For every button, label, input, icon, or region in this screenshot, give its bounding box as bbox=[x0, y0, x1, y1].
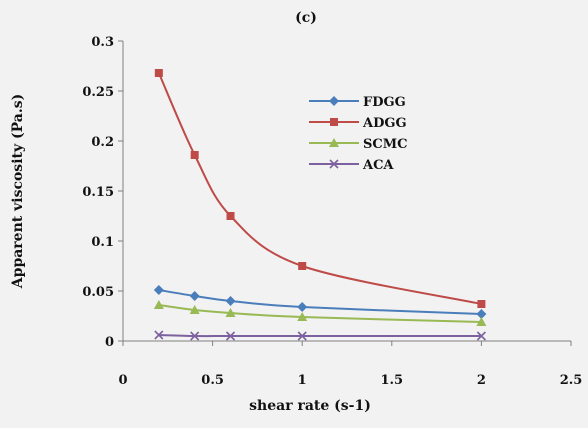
y-tick-label: 0.15 bbox=[82, 185, 114, 200]
legend-marker-aca-stroke-b bbox=[329, 159, 339, 169]
data-point-scmc-4 bbox=[297, 312, 308, 321]
y-tick-label: 0.25 bbox=[82, 85, 114, 100]
data-point-fdgg-5 bbox=[476, 309, 487, 319]
series-aca bbox=[154, 330, 486, 341]
x-tick-label: 1 bbox=[298, 373, 307, 388]
data-point-adgg-5 bbox=[477, 300, 486, 308]
data-point-aca-3-stroke-b bbox=[225, 331, 236, 341]
x-tick-label: 2.5 bbox=[560, 373, 583, 388]
data-point-scmc-1 bbox=[153, 300, 164, 309]
data-point-adgg-2 bbox=[190, 151, 199, 159]
series-adgg bbox=[154, 69, 486, 308]
data-point-fdgg-2 bbox=[189, 291, 200, 301]
legend-marker-fdgg bbox=[329, 96, 339, 106]
legend: FDGG ADGG SCMC ACA bbox=[309, 95, 407, 173]
legend-entry-adgg: ADGG bbox=[309, 116, 407, 131]
data-point-scmc-3 bbox=[225, 308, 236, 317]
series-line-scmc bbox=[158, 304, 482, 323]
series-line-aca bbox=[158, 334, 482, 338]
data-point-aca-5 bbox=[476, 331, 486, 341]
y-tick-label: 0 bbox=[105, 335, 114, 350]
y-tick-label: 0.1 bbox=[91, 235, 114, 250]
legend-marker-adgg bbox=[330, 118, 338, 126]
legend-entry-fdgg: FDGG bbox=[309, 95, 406, 110]
data-point-aca-1-stroke-b bbox=[154, 330, 164, 340]
chart-title: (c) bbox=[295, 10, 317, 26]
legend-label-fdgg: FDGG bbox=[363, 95, 406, 110]
data-point-aca-4-stroke-b bbox=[297, 331, 307, 341]
axes: 0 0.05 0.1 0.15 0.2 0.25 0.3 0 0.5 1 1.5 2 2.5 bbox=[82, 35, 582, 388]
series-fdgg bbox=[153, 285, 487, 319]
data-point-adgg-1 bbox=[154, 69, 163, 77]
data-point-scmc-2 bbox=[189, 305, 200, 314]
y-axis-label: Apparent viscosity (Pa.s) bbox=[10, 94, 26, 289]
data-point-aca-4 bbox=[297, 331, 307, 341]
x-tick-label: 1.5 bbox=[380, 373, 403, 388]
y-tick-label: 0.2 bbox=[91, 135, 114, 150]
data-point-aca-2 bbox=[190, 331, 200, 341]
legend-label-adgg: ADGG bbox=[362, 116, 407, 131]
data-point-fdgg-1 bbox=[153, 285, 164, 295]
series-line-adgg bbox=[157, 72, 482, 305]
legend-marker-aca bbox=[329, 159, 339, 169]
x-axis-label: shear rate (s-1) bbox=[249, 398, 371, 414]
y-tick-label: 0.3 bbox=[91, 35, 114, 50]
y-tick-label: 0.05 bbox=[82, 285, 114, 300]
data-point-scmc-5 bbox=[476, 317, 487, 326]
legend-label-scmc: SCMC bbox=[363, 137, 407, 152]
legend-entry-aca: ACA bbox=[309, 158, 394, 173]
x-tick-label: 2 bbox=[477, 373, 486, 388]
x-tick-label: 0 bbox=[118, 373, 127, 388]
series-line-fdgg bbox=[158, 289, 482, 315]
legend-label-aca: ACA bbox=[362, 158, 394, 173]
series-scmc bbox=[153, 300, 487, 326]
data-point-aca-5-stroke-b bbox=[476, 331, 486, 341]
x-tick-label: 0.5 bbox=[201, 373, 224, 388]
data-point-adgg-3 bbox=[226, 212, 235, 220]
legend-marker-scmc bbox=[329, 138, 339, 147]
data-point-aca-1 bbox=[154, 330, 164, 340]
data-point-adgg-4 bbox=[298, 262, 307, 270]
data-point-fdgg-4 bbox=[297, 302, 308, 312]
data-point-aca-3 bbox=[225, 331, 236, 341]
data-point-aca-2-stroke-b bbox=[190, 331, 200, 341]
legend-entry-scmc: SCMC bbox=[309, 137, 407, 152]
series-layer bbox=[153, 69, 487, 341]
data-point-fdgg-3 bbox=[225, 296, 236, 306]
